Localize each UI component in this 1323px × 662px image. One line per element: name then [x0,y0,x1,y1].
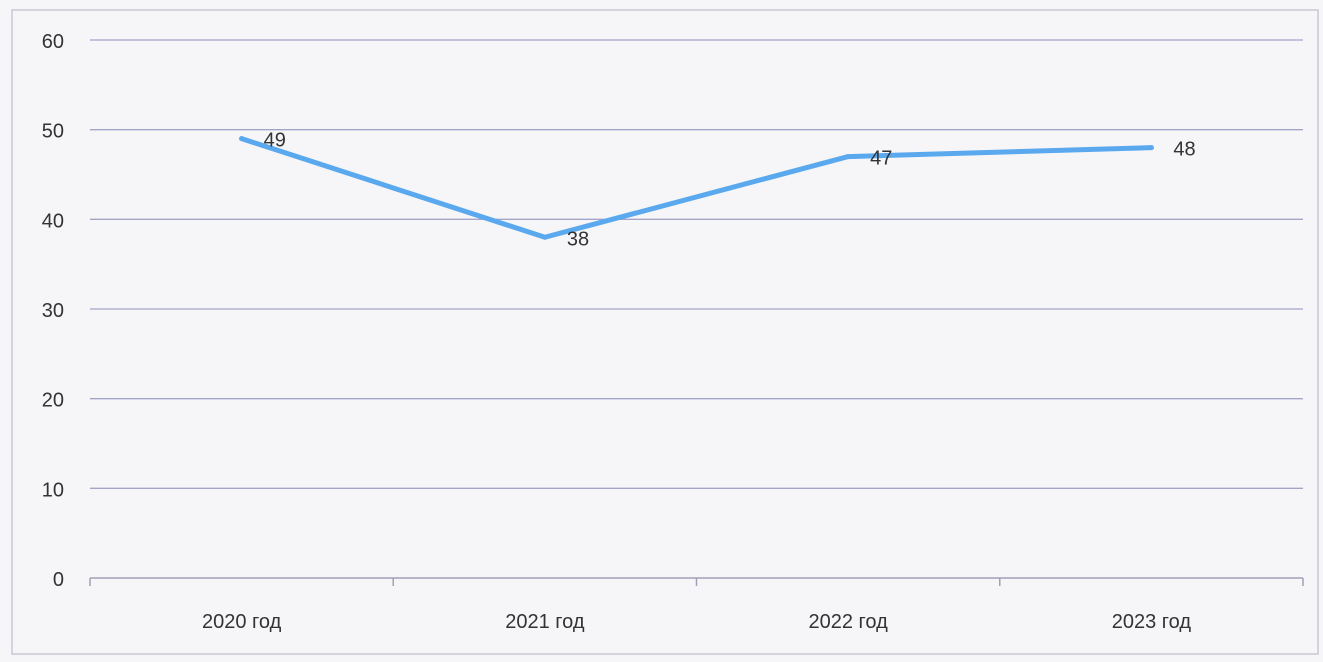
y-tick-label: 30 [42,300,64,322]
data-label: 49 [264,130,286,152]
data-label: 38 [567,228,589,250]
data-point [542,234,548,240]
data-point [1148,145,1154,151]
x-tick-label: 2020 год [202,611,282,633]
data-label: 48 [1173,139,1195,161]
series-line [239,136,1154,240]
y-tick-label: 0 [53,569,64,591]
gridlines [90,39,1303,489]
y-tick-label: 20 [42,390,64,412]
y-tick-label: 60 [42,31,64,53]
x-axis-tick-labels: 2020 год 2021 год 2022 год 2023 год [202,611,1191,633]
y-tick-label: 10 [42,479,64,501]
chart-border [11,9,1319,655]
x-tick-label: 2022 год [808,611,888,633]
data-point [845,154,851,160]
y-axis-tick-labels: 0 10 20 30 40 50 60 [42,31,64,591]
x-tick-label: 2023 год [1112,611,1192,633]
data-label: 47 [870,148,892,170]
data-labels: 49 38 47 48 [264,130,1196,251]
series-layer [239,136,1154,240]
x-tick-label: 2021 год [505,611,585,633]
data-point [239,136,245,142]
y-tick-label: 50 [42,121,64,143]
y-tick-label: 40 [42,210,64,232]
x-axis [89,577,1304,586]
